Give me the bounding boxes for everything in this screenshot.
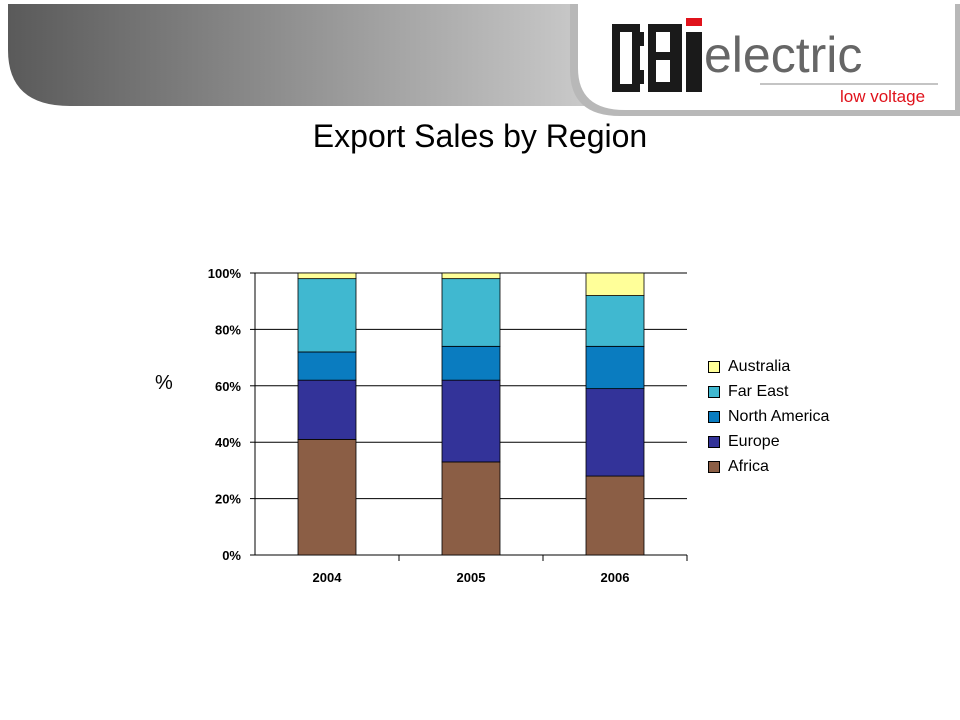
legend-swatch: [708, 385, 720, 398]
bar-segment-europe-2006: [585, 388, 645, 477]
bar-segment-australia-2005: [441, 272, 501, 280]
legend-item: Europe: [708, 429, 868, 454]
chart-legend: Australia Far East North America Europe Afri…: [708, 354, 868, 479]
bar-segment-far-east-2006: [585, 295, 645, 347]
logo-word: electric: [704, 27, 862, 83]
brand-logo: electric low voltage: [600, 6, 950, 106]
bar-segment-australia-2004: [297, 272, 357, 280]
bar-segment-far-east-2004: [297, 278, 357, 353]
y-axis-label: %: [155, 372, 173, 394]
y-tick-label: 80%: [215, 322, 241, 337]
y-tick-label: 60%: [215, 379, 241, 394]
cbi-logo-mark: [612, 18, 702, 92]
y-tick-label: 0%: [222, 548, 241, 563]
y-tick-label: 100%: [208, 266, 242, 281]
legend-item: Africa: [708, 454, 868, 479]
y-tick-label: 40%: [215, 435, 241, 450]
x-tick-label: 2005: [457, 570, 486, 585]
legend-item: North America: [708, 404, 868, 429]
legend-label: Europe: [728, 432, 780, 450]
bar-segment-north-america-2004: [297, 351, 357, 381]
legend-swatch: [708, 460, 720, 473]
bar-segment-europe-2005: [441, 379, 501, 463]
bar-segment-europe-2004: [297, 379, 357, 440]
legend-label: Far East: [728, 382, 789, 400]
legend-label: Africa: [728, 457, 769, 475]
legend-swatch: [708, 410, 720, 423]
bar-segment-north-america-2006: [585, 345, 645, 390]
bar-segment-australia-2006: [585, 272, 645, 296]
slide-title: Export Sales by Region: [312, 118, 648, 154]
legend-label: Australia: [728, 357, 791, 375]
x-tick-label: 2004: [313, 570, 343, 585]
legend-label: North America: [728, 407, 830, 425]
legend-swatch: [708, 360, 720, 373]
logo-tagline: low voltage: [840, 87, 925, 106]
bar-segment-north-america-2005: [441, 345, 501, 381]
y-tick-label: 20%: [215, 492, 241, 507]
bar-segment-far-east-2005: [441, 278, 501, 347]
bar-segment-africa-2006: [585, 475, 645, 556]
bar-segment-africa-2005: [441, 461, 501, 556]
legend-item: Australia: [708, 354, 868, 379]
legend-swatch: [708, 435, 720, 448]
legend-item: Far East: [708, 379, 868, 404]
bar-segment-africa-2004: [297, 438, 357, 556]
x-tick-label: 2006: [601, 570, 630, 585]
